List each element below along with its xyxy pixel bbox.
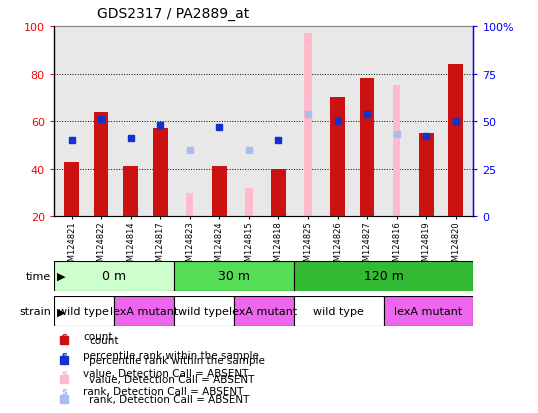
- Text: wild type: wild type: [178, 306, 229, 316]
- Text: wild type: wild type: [313, 306, 364, 316]
- Bar: [174, 261, 294, 291]
- Text: lexA mutant: lexA mutant: [110, 306, 178, 316]
- Bar: [330, 98, 345, 217]
- Text: s: s: [62, 332, 67, 342]
- Text: 30 m: 30 m: [218, 270, 250, 283]
- Text: count: count: [83, 332, 113, 342]
- Bar: [114, 297, 174, 326]
- Bar: [448, 65, 463, 217]
- Bar: [294, 297, 384, 326]
- Text: 0 m: 0 m: [102, 270, 126, 283]
- Bar: [94, 112, 109, 217]
- Text: wild type: wild type: [58, 306, 109, 316]
- Bar: [54, 297, 114, 326]
- Text: percentile rank within the sample: percentile rank within the sample: [83, 350, 259, 360]
- Text: lexA mutant: lexA mutant: [394, 306, 463, 316]
- Bar: [153, 129, 167, 217]
- Text: s: s: [62, 368, 67, 378]
- Text: value, Detection Call = ABSENT: value, Detection Call = ABSENT: [83, 368, 249, 378]
- Text: GDS2317 / PA2889_at: GDS2317 / PA2889_at: [97, 7, 249, 21]
- Text: percentile rank within the sample: percentile rank within the sample: [89, 355, 265, 365]
- Bar: [393, 86, 400, 217]
- Text: value, Detection Call = ABSENT: value, Detection Call = ABSENT: [89, 375, 254, 385]
- Bar: [186, 193, 194, 217]
- Text: time: time: [26, 271, 51, 281]
- Bar: [271, 169, 286, 217]
- Bar: [212, 167, 226, 217]
- Bar: [245, 188, 252, 217]
- Text: s: s: [62, 386, 67, 396]
- Bar: [64, 162, 79, 217]
- Bar: [54, 261, 174, 291]
- Text: rank, Detection Call = ABSENT: rank, Detection Call = ABSENT: [89, 394, 249, 404]
- Bar: [294, 261, 473, 291]
- Bar: [419, 134, 434, 217]
- Text: lexA mutant: lexA mutant: [230, 306, 298, 316]
- Text: rank, Detection Call = ABSENT: rank, Detection Call = ABSENT: [83, 386, 244, 396]
- Text: count: count: [89, 335, 118, 345]
- Bar: [384, 297, 473, 326]
- Text: 120 m: 120 m: [364, 270, 404, 283]
- Bar: [305, 34, 312, 217]
- Text: s: s: [62, 350, 67, 360]
- Bar: [174, 297, 233, 326]
- Bar: [233, 297, 294, 326]
- Bar: [123, 167, 138, 217]
- Text: ▶: ▶: [56, 271, 65, 281]
- Text: strain: strain: [19, 306, 51, 316]
- Bar: [360, 79, 374, 217]
- Text: ▶: ▶: [56, 306, 65, 316]
